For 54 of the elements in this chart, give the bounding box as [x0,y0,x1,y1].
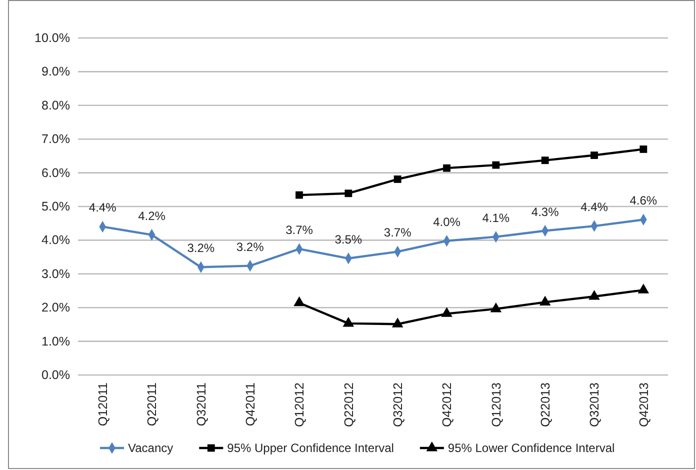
y-tick-label: 2.0% [42,300,70,315]
point [394,175,402,183]
data-label: 3.2% [236,240,264,254]
data-label: 4.4% [580,200,608,214]
y-tick-label: 7.0% [42,132,70,146]
x-tick-label: Q12013 [489,382,504,427]
point [342,316,354,327]
legend-label: Vacancy [128,441,174,455]
point [492,161,500,169]
data-label: 3.5% [334,232,362,246]
point [392,318,404,328]
point [590,152,598,159]
point [541,156,549,164]
point [539,296,551,306]
data-label: 4.6% [630,194,658,208]
data-label: 3.2% [187,241,215,256]
y-tick-label: 10.0% [34,31,70,45]
data-label: 4.1% [482,210,510,225]
data-label: 4.2% [138,208,166,223]
x-tick-label: Q12011 [96,382,110,426]
x-tick-label: Q22012 [342,382,356,427]
data-label: 3.7% [384,226,412,240]
point [640,146,648,153]
point [588,290,600,300]
x-tick-label: Q32013 [588,382,602,427]
x-tick-label: Q42012 [440,382,454,427]
legend-label: 95% Upper Confidence Interval [227,441,394,455]
y-tick-label: 6.0% [42,166,70,180]
data-label: 3.7% [286,222,314,237]
y-tick-label: 4.0% [42,233,70,248]
point [443,164,450,172]
point [638,284,650,294]
point [294,296,305,306]
y-tick-label: 0.0% [42,368,70,382]
x-tick-label: Q32011 [194,382,208,426]
y-tick-label: 9.0% [42,64,70,79]
legend-label: 95% Lower Confidence Interval [448,441,615,455]
point [296,191,303,199]
y-tick-label: 1.0% [42,334,70,348]
x-tick-label: Q42013 [636,382,651,427]
point [490,302,502,312]
y-tick-label: 8.0% [42,98,70,112]
y-tick-label: 5.0% [42,200,70,214]
data-label: 4.3% [531,204,560,219]
point [441,307,452,317]
point [344,190,352,198]
data-label: 4.4% [88,200,117,215]
x-tick-label: Q12012 [292,382,307,427]
x-tick-label: Q32012 [390,382,405,427]
data-label: 4.0% [433,214,461,229]
x-tick-label: Q22011 [145,382,160,426]
y-tick-label: 3.0% [42,266,70,281]
x-tick-label: Q22013 [538,382,552,427]
x-tick-label: Q42011 [243,382,258,426]
